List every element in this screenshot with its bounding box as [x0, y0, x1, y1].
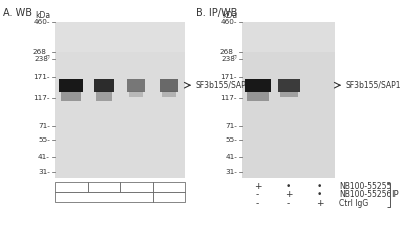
Bar — [55, 192, 152, 202]
Bar — [246, 91, 268, 101]
Text: 71-: 71- — [38, 123, 50, 129]
Bar — [162, 91, 176, 97]
Text: NB100-55255: NB100-55255 — [339, 182, 391, 191]
Text: 238⁾: 238⁾ — [34, 56, 50, 62]
Text: 268_: 268_ — [220, 49, 237, 55]
Text: 268_: 268_ — [32, 49, 50, 55]
Text: •: • — [286, 182, 291, 191]
Text: +: + — [254, 182, 261, 191]
Text: T: T — [166, 192, 171, 201]
Bar — [242, 22, 335, 178]
Text: -: - — [256, 190, 259, 199]
Bar — [242, 22, 335, 52]
Bar — [88, 182, 120, 192]
Text: SF3b155/SAP155: SF3b155/SAP155 — [196, 81, 261, 90]
Bar — [244, 79, 270, 92]
Text: 460-: 460- — [220, 19, 237, 25]
Text: 55-: 55- — [225, 137, 237, 143]
Text: -: - — [256, 199, 259, 208]
Bar — [59, 79, 83, 92]
Bar — [127, 79, 145, 92]
Text: HeLa: HeLa — [94, 192, 114, 201]
Text: NB100-55256: NB100-55256 — [339, 190, 391, 199]
Bar — [96, 91, 112, 101]
Bar — [120, 182, 152, 192]
Text: •: • — [317, 182, 322, 191]
Text: 50: 50 — [164, 182, 174, 191]
Text: 71-: 71- — [225, 123, 237, 129]
Text: +: + — [316, 199, 323, 208]
Text: kDa: kDa — [222, 10, 237, 19]
Text: IP: IP — [392, 190, 399, 199]
Text: +: + — [285, 190, 292, 199]
Text: 15: 15 — [99, 182, 109, 191]
Bar — [280, 91, 298, 97]
Text: •: • — [317, 190, 322, 199]
Bar — [278, 79, 300, 92]
Text: -: - — [287, 199, 290, 208]
Bar — [55, 22, 185, 178]
Text: 55-: 55- — [38, 137, 50, 143]
Text: Ctrl IgG: Ctrl IgG — [339, 199, 368, 208]
Text: 41-: 41- — [38, 154, 50, 160]
Text: 41-: 41- — [225, 154, 237, 160]
Bar — [55, 22, 185, 52]
Text: 31-: 31- — [225, 169, 237, 175]
Text: SF3b155/SAP155: SF3b155/SAP155 — [346, 81, 400, 90]
Bar — [152, 182, 185, 192]
Text: 117-: 117- — [220, 95, 237, 101]
Text: kDa: kDa — [35, 10, 50, 19]
Text: 31-: 31- — [38, 169, 50, 175]
Text: 171-: 171- — [220, 74, 237, 80]
Text: B. IP/WB: B. IP/WB — [196, 8, 237, 18]
Bar — [152, 192, 185, 202]
Text: A. WB: A. WB — [3, 8, 32, 18]
Text: 5: 5 — [134, 182, 139, 191]
Bar — [160, 79, 178, 92]
Bar — [61, 91, 81, 101]
Bar — [94, 79, 114, 92]
Text: 171-: 171- — [34, 74, 50, 80]
Text: 460-: 460- — [34, 19, 50, 25]
Bar — [129, 91, 143, 97]
Text: 50: 50 — [66, 182, 76, 191]
Text: 238⁾: 238⁾ — [221, 56, 237, 62]
Text: 117-: 117- — [34, 95, 50, 101]
Bar — [55, 182, 88, 192]
